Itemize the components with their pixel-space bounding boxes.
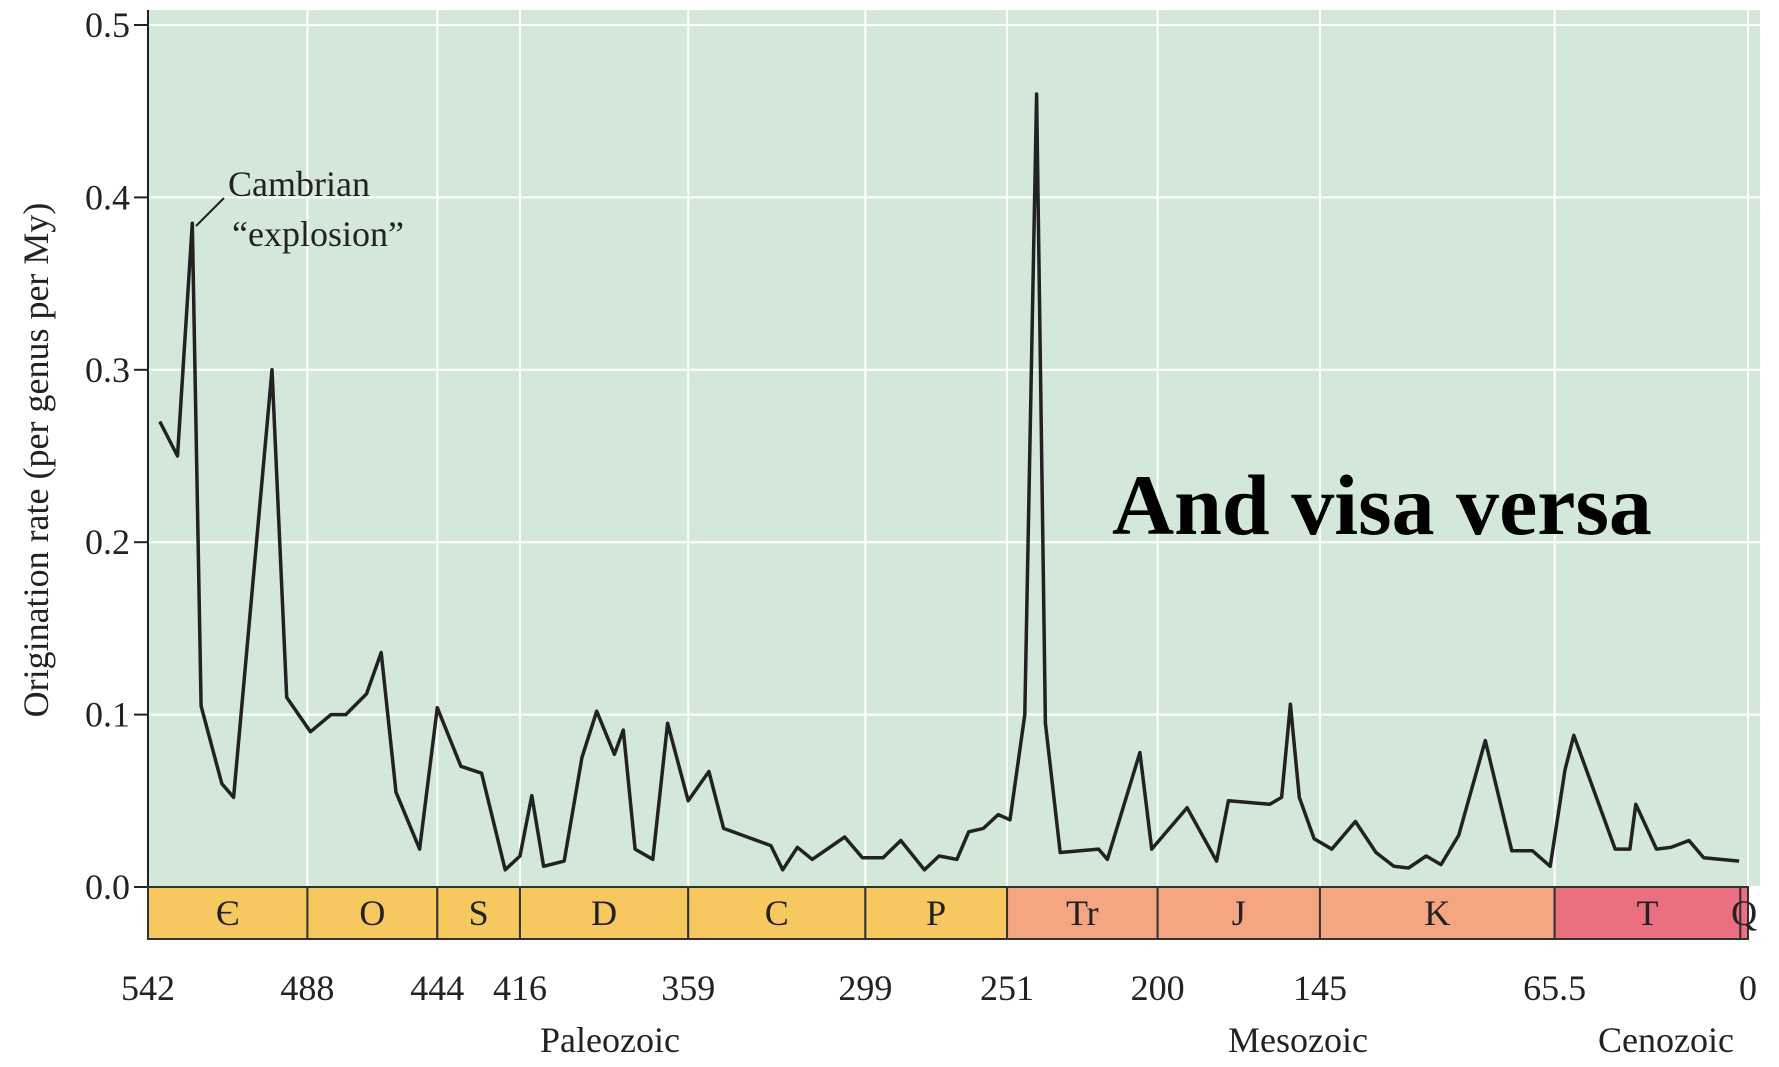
annotation-pointer <box>195 197 225 227</box>
annotation-text: Cambrian <box>228 164 370 204</box>
y-tick-label: 0.1 <box>85 695 130 735</box>
plot-background <box>148 10 1760 887</box>
period-label: C <box>765 893 789 933</box>
x-tick-label: 359 <box>661 968 715 1008</box>
y-axis-label: Origination rate (per genus per My) <box>16 203 56 718</box>
period-label: Q <box>1731 893 1757 933</box>
era-label: Mesozoic <box>1228 1020 1368 1060</box>
y-tick-label: 0.5 <box>85 5 130 45</box>
period-band <box>1156 886 1321 940</box>
period-band <box>1318 886 1556 940</box>
period-band <box>518 886 690 940</box>
period-label: D <box>591 893 617 933</box>
overlay-text: And visa versa <box>1112 457 1652 553</box>
x-tick-label: 0 <box>1739 968 1757 1008</box>
era-label: Paleozoic <box>540 1020 680 1060</box>
period-band <box>147 886 309 940</box>
period-band <box>436 886 521 940</box>
period-label: T <box>1636 893 1658 933</box>
annotation-text: “explosion” <box>232 214 404 254</box>
period-label: P <box>926 893 946 933</box>
y-tick-label: 0.4 <box>85 177 130 217</box>
period-label: K <box>1424 893 1450 933</box>
y-tick-label: 0.3 <box>85 350 130 390</box>
x-tick-label: 251 <box>980 968 1034 1008</box>
period-label: Є <box>216 893 240 933</box>
x-tick-label: 65.5 <box>1523 968 1586 1008</box>
y-tick-label: 0.0 <box>85 867 130 907</box>
x-tick-label: 488 <box>280 968 334 1008</box>
x-tick-label: 299 <box>838 968 892 1008</box>
period-band <box>1553 886 1742 940</box>
era-label: Cenozoic <box>1598 1020 1734 1060</box>
data-line <box>158 92 1740 872</box>
x-tick-label: 145 <box>1293 968 1347 1008</box>
period-band <box>864 886 1009 940</box>
x-tick-label: 200 <box>1131 968 1185 1008</box>
period-label: S <box>469 893 489 933</box>
y-tick-label: 0.2 <box>85 522 130 562</box>
period-band <box>306 886 439 940</box>
period-label: J <box>1232 893 1246 933</box>
x-tick-label: 416 <box>493 968 547 1008</box>
x-tick-label: 542 <box>121 968 175 1008</box>
period-label: Tr <box>1066 893 1099 933</box>
period-band <box>1739 886 1749 940</box>
period-label: O <box>359 893 385 933</box>
x-tick-label: 444 <box>410 968 464 1008</box>
